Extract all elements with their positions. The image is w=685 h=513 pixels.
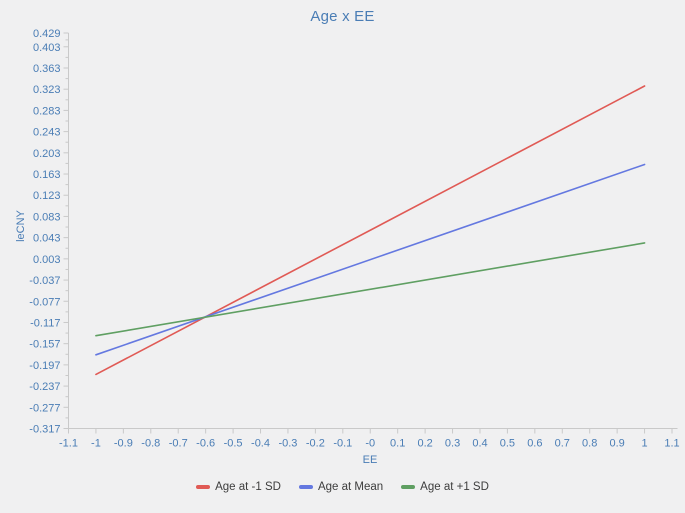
x-tick-label: -0.6	[196, 438, 215, 450]
y-tick-label: -0.077	[29, 296, 60, 308]
y-tick-label: 0.363	[33, 63, 61, 75]
legend-item-age-at-1-sd[interactable]: Age at +1 SD	[401, 481, 489, 493]
legend-label: Age at +1 SD	[420, 481, 489, 493]
y-tick-label: 0.123	[33, 190, 61, 202]
x-tick-label: 1	[642, 438, 648, 450]
x-tick-label: 0.1	[390, 438, 405, 450]
series-line-age-at-mean	[95, 163, 646, 356]
y-tick-label: 0.283	[33, 105, 61, 117]
x-tick-label: 0.3	[445, 438, 460, 450]
x-tick-label: -0.1	[333, 438, 352, 450]
y-tick-label: -0.197	[29, 360, 60, 372]
chart-title: Age x EE	[310, 8, 375, 25]
y-tick-label: -0.237	[29, 381, 60, 393]
series-line-age-at-1-sd	[95, 242, 646, 337]
legend-item-age-at-1-sd[interactable]: Age at -1 SD	[196, 481, 281, 493]
y-tick-label: 0.003	[33, 254, 61, 266]
x-tick-label: 0.6	[527, 438, 542, 450]
x-tick-label: -0.7	[169, 438, 188, 450]
legend-label: Age at -1 SD	[215, 481, 281, 493]
x-tick-label: -0.3	[278, 438, 297, 450]
y-tick-label: 0.043	[33, 233, 61, 245]
x-tick-label: -0	[365, 438, 375, 450]
y-tick-label: -0.037	[29, 275, 60, 287]
series-line-age-at-1-sd	[95, 85, 646, 376]
legend-label: Age at Mean	[317, 481, 384, 493]
y-tick-label: 0.203	[33, 148, 61, 160]
y-tick-label: 0.243	[33, 127, 61, 139]
y-tick-label: -0.117	[30, 317, 60, 329]
y-tick-label: 0.083	[33, 211, 61, 223]
x-tick-label: 0.8	[582, 438, 597, 450]
x-tick-label: -0.2	[306, 438, 325, 450]
y-tick-label: 0.163	[33, 169, 61, 181]
y-tick-label: 0.403	[33, 42, 61, 54]
legend-item-age-at-mean[interactable]: Age at Mean	[298, 481, 384, 493]
y-tick-label: -0.277	[29, 402, 60, 414]
x-tick-label: -1	[91, 438, 101, 450]
x-tick-label: -0.4	[251, 438, 270, 450]
legend: Age at -1 SD Age at Mean Age at +1 SD	[0, 481, 685, 493]
x-tick-label: -0.5	[224, 438, 243, 450]
x-tick-label: 0.5	[500, 438, 515, 450]
x-tick-label: -0.9	[114, 438, 133, 450]
x-tick-label: 0.7	[555, 438, 570, 450]
y-tick-label: 0.429	[33, 28, 61, 40]
x-tick-label: -1.1	[59, 438, 78, 450]
x-tick-label: -0.8	[141, 438, 160, 450]
x-tick-label: 0.4	[472, 438, 487, 450]
legend-swatch-icon	[298, 485, 313, 489]
y-tick-label: -0.317	[29, 424, 60, 436]
y-tick-label: 0.323	[33, 84, 61, 96]
x-tick-label: 1.1	[664, 438, 679, 450]
x-axis-title: EE	[362, 454, 378, 466]
y-tick-label: -0.157	[29, 339, 60, 351]
x-tick-label: 0.9	[609, 438, 624, 450]
x-tick-label: 0.2	[417, 438, 432, 450]
legend-swatch-icon	[401, 485, 416, 489]
legend-swatch-icon	[196, 485, 211, 489]
